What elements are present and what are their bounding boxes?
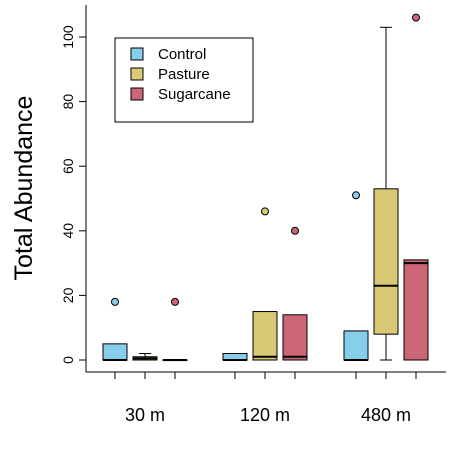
legend-swatch (130, 67, 144, 81)
box-control-30m (102, 297, 128, 361)
legend-swatch (130, 87, 144, 101)
outlier-point (352, 191, 360, 200)
outlier-point (111, 297, 119, 306)
box-pasture-30m (132, 353, 158, 361)
legend-label: Pasture (158, 66, 210, 83)
box-body (373, 188, 399, 335)
box-body (252, 311, 278, 361)
y-axis: 0 20 40 60 80 100 (60, 25, 86, 364)
box-sugarcane-120m (282, 226, 308, 361)
outlier-point (171, 297, 179, 306)
legend-label: Control (158, 46, 206, 63)
outlier-point (412, 13, 420, 22)
box-sugarcane-30m (162, 297, 188, 362)
y-tick-label: 100 (60, 25, 76, 49)
y-tick-label: 40 (60, 223, 76, 239)
y-tick-label: 0 (60, 356, 76, 364)
box-control-480m (343, 191, 369, 361)
box-control-120m (222, 353, 248, 361)
box-body (403, 259, 429, 361)
y-tick-label: 80 (60, 94, 76, 110)
outlier-point (291, 226, 299, 235)
y-tick-label: 20 (60, 287, 76, 303)
y-axis-label: Total Abundance (10, 96, 38, 281)
box-body (343, 330, 369, 361)
legend-label: Sugarcane (158, 86, 231, 103)
x-category-label: 120 m (240, 405, 290, 425)
box-body (102, 343, 128, 361)
x-axis: 30 m 120 m 480 m (114, 372, 417, 425)
outlier-point (261, 207, 269, 216)
y-tick-label: 60 (60, 158, 76, 174)
box-pasture-120m (252, 207, 278, 361)
box-pasture-480m (373, 26, 399, 361)
x-category-label: 30 m (125, 405, 165, 425)
legend: Control Pasture Sugarcane (114, 37, 254, 123)
x-category-label: 480 m (361, 405, 411, 425)
boxes (102, 13, 429, 362)
box-body (282, 314, 308, 361)
box-sugarcane-480m (403, 13, 429, 361)
legend-swatch (130, 47, 144, 61)
